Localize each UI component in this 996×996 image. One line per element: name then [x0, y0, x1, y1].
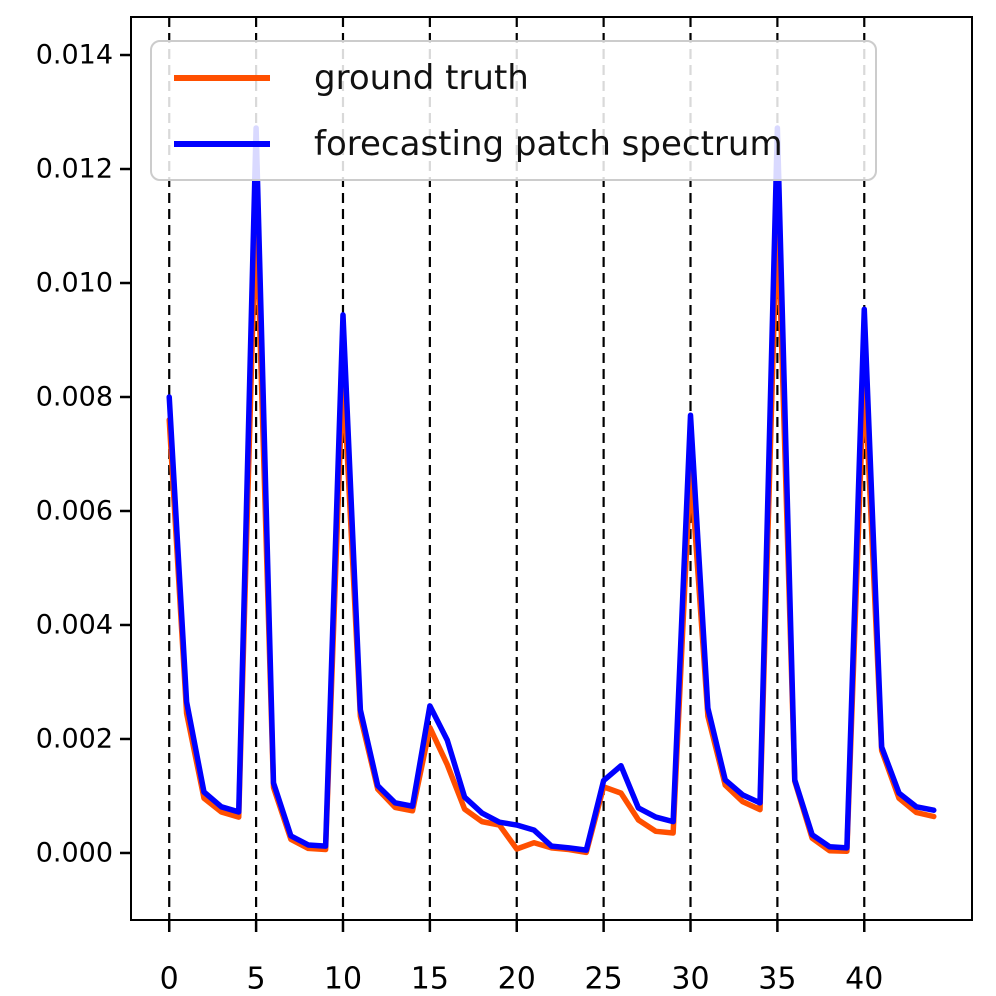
plot-border: [130, 16, 973, 921]
y-tick-label: 0.014: [36, 40, 113, 71]
y-tick-label: 0.004: [36, 609, 113, 640]
x-tick-label: 25: [585, 962, 623, 996]
x-tick-label: 35: [758, 962, 796, 996]
x-tick-label: 0: [160, 962, 179, 996]
legend-label-ground-truth: ground truth: [314, 58, 529, 98]
y-tick-label: 0.008: [36, 381, 113, 412]
y-tick-label: 0.006: [36, 495, 113, 526]
x-tick-label: 5: [247, 962, 266, 996]
legend: ground truth forecasting patch spectrum: [150, 40, 877, 181]
series-line-ground-truth: [166, 200, 937, 856]
y-tick-label: 0.002: [36, 723, 113, 754]
x-tick-label: 30: [671, 962, 709, 996]
legend-item-ground-truth: ground truth: [174, 60, 865, 96]
series-line-forecasting-patch-spectrum: [166, 125, 937, 853]
legend-item-forecasting-patch-spectrum: forecasting patch spectrum: [174, 126, 865, 162]
y-tick-label: 0.000: [36, 837, 113, 868]
x-tick-label: 10: [324, 962, 362, 996]
x-tick-label: 40: [845, 962, 883, 996]
legend-label-forecasting-patch-spectrum: forecasting patch spectrum: [314, 124, 783, 164]
x-tick-label: 15: [411, 962, 449, 996]
x-tick-label: 20: [498, 962, 536, 996]
y-tick-label: 0.010: [36, 268, 113, 299]
legend-swatch-forecasting-patch-spectrum: [174, 141, 270, 147]
y-tick-label: 0.012: [36, 154, 113, 185]
legend-swatch-ground-truth: [174, 75, 270, 81]
